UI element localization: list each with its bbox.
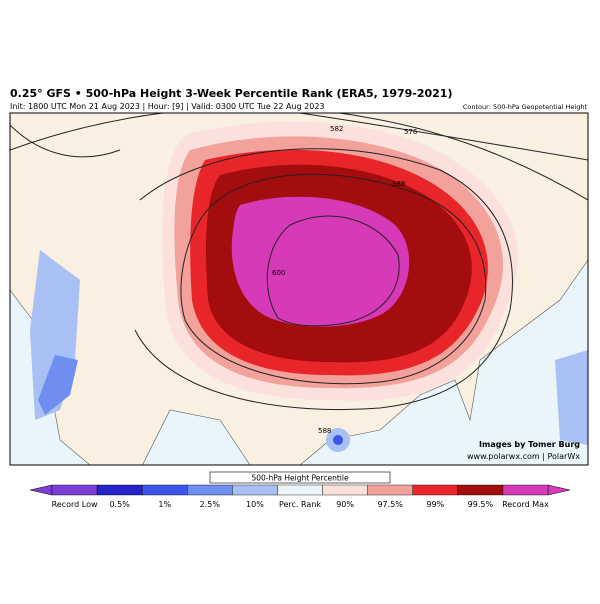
colorbar-segment — [187, 484, 233, 496]
colorbar-label: 97.5% — [377, 500, 403, 509]
colorbar-label: 10% — [246, 500, 264, 509]
colorbar: Record Low 0.5% 1% 2.5% 10% Perc. Rank 90% 97.5… — [29, 484, 571, 509]
colorbar-label: 2.5% — [200, 500, 221, 509]
colorbar-segment — [141, 484, 188, 496]
title: 0.25° GFS • 500-hPa Height 3-Week Percen… — [10, 87, 453, 100]
contour-label: 600 — [272, 269, 285, 277]
colorbar-segment — [322, 484, 368, 496]
contour-label: 588 — [392, 180, 405, 188]
subtitle: Init: 1800 UTC Mon 21 Aug 2023 | Hour: [… — [10, 102, 325, 111]
colorbar-title-box — [209, 471, 391, 484]
colorbar-label: Perc. Rank — [279, 500, 321, 509]
colorbar-label: 1% — [158, 500, 171, 509]
map-frame — [9, 112, 589, 466]
contour-label: 576 — [404, 128, 418, 136]
colorbar-segment — [502, 484, 549, 496]
colorbar-label: Record Max — [502, 500, 549, 509]
colorbar-segment — [367, 484, 413, 496]
contour-label: 582 — [330, 125, 343, 133]
contour-label: 588 — [318, 427, 331, 435]
map: 582 576 588 600 588 Images by Tomer Burg… — [9, 112, 589, 466]
colorbar-label: Record Low — [52, 500, 98, 509]
colorbar-segment — [457, 484, 504, 496]
blue-area — [38, 355, 78, 415]
credit: Images by Tomer Burg — [479, 440, 580, 449]
colorbar-label: 0.5% — [109, 500, 130, 509]
colorbar-label: 99% — [426, 500, 444, 509]
contour-note: Contour: 500-hPa Geopotential Height — [463, 103, 588, 111]
colorbar-segment — [96, 484, 143, 496]
blue-area — [555, 350, 588, 445]
credit: www.polarwx.com | PolarWx — [467, 452, 580, 461]
shade-record — [231, 196, 410, 327]
colorbar-segment — [232, 484, 278, 496]
colorbar-title: 500-hPa Height Percentile — [251, 474, 349, 483]
blue-area — [333, 435, 343, 445]
colorbar-segment — [277, 484, 323, 496]
colorbar-segment — [51, 484, 98, 496]
colorbar-label: 99.5% — [468, 500, 494, 509]
colorbar-segment — [412, 484, 459, 496]
colorbar-label: 90% — [336, 500, 354, 509]
